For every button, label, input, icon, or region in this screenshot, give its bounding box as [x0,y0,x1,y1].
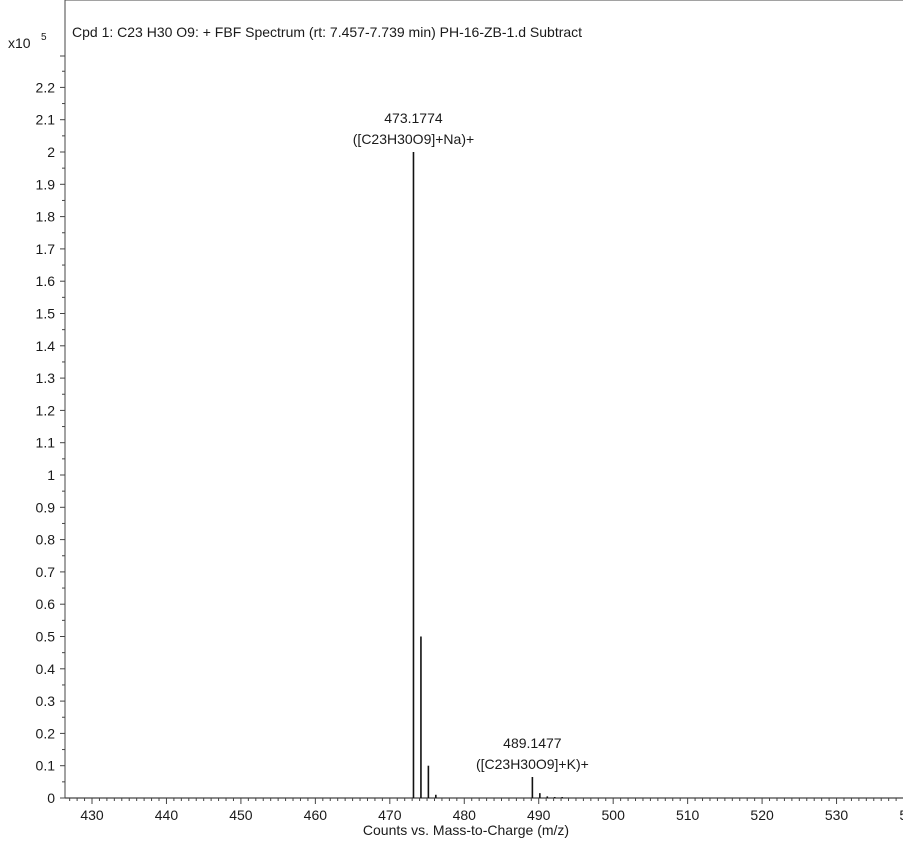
y-tick-label: 0.8 [36,532,56,548]
y-tick-label: 1.3 [36,370,56,386]
y-tick-label: 0.3 [36,693,56,709]
y-tick-label: 0.5 [36,629,56,645]
peak-annotation-formula: ([C23H30O9]+K)+ [476,756,589,772]
x-tick-label: 520 [750,807,774,823]
y-scale-multiplier: x10 [8,35,31,51]
y-tick-label: 1 [47,467,55,483]
x-tick-label: 530 [825,807,849,823]
y-tick-label: 1.9 [36,176,56,192]
y-tick-label: 0.7 [36,564,56,580]
peak-annotation-mz: 473.1774 [384,110,443,126]
x-tick-label: 500 [602,807,626,823]
x-axis-ticks: 430 440 450 460 470 480 490 500 510 520 530 540 [69,798,903,823]
x-axis-label: Counts vs. Mass-to-Charge (m/z) [363,822,569,838]
y-tick-label: 2 [47,144,55,160]
x-tick-label: 430 [80,807,104,823]
y-tick-label: 1.6 [36,273,56,289]
x-tick-label: 510 [676,807,700,823]
y-tick-label: 1.5 [36,306,56,322]
y-tick-label: 1.1 [36,435,56,451]
y-tick-label: 1.8 [36,209,56,225]
y-tick-label: 0.9 [36,499,56,515]
y-scale-exponent: 5 [41,32,47,43]
y-tick-label: 0.4 [36,661,56,677]
peak-annotations: ([C23H30O9]+Na)+ 473.1774 ([C23H30O9]+K)+ 4… [353,110,589,772]
x-tick-label: 480 [453,807,477,823]
y-tick-label: 2.1 [36,112,56,128]
y-tick-label: 1.7 [36,241,56,257]
y-tick-label: 0.1 [36,758,56,774]
y-tick-label: 0 [47,790,55,806]
x-tick-label: 540 [899,807,903,823]
x-tick-label: 490 [527,807,551,823]
x-tick-label: 450 [229,807,253,823]
peak-annotation-formula: ([C23H30O9]+Na)+ [353,131,474,147]
y-axis-ticks: 0 0.1 0.2 0.3 0.4 0.5 0.6 0.7 0.8 0.9 1 1.1 1.2 1.3 1.… [36,55,65,806]
y-tick-label: 0.2 [36,725,56,741]
chart-title: Cpd 1: C23 H30 O9: + FBF Spectrum (rt: 7… [72,24,582,40]
y-tick-label: 0.6 [36,596,56,612]
y-tick-label: 2.2 [36,79,56,95]
peak-annotation-mz: 489.1477 [503,735,562,751]
x-tick-label: 470 [378,807,402,823]
x-tick-label: 460 [304,807,328,823]
x-tick-label: 440 [155,807,179,823]
y-tick-label: 1.4 [36,338,56,354]
y-tick-label: 1.2 [36,402,56,418]
spectrum-peaks [412,152,563,798]
